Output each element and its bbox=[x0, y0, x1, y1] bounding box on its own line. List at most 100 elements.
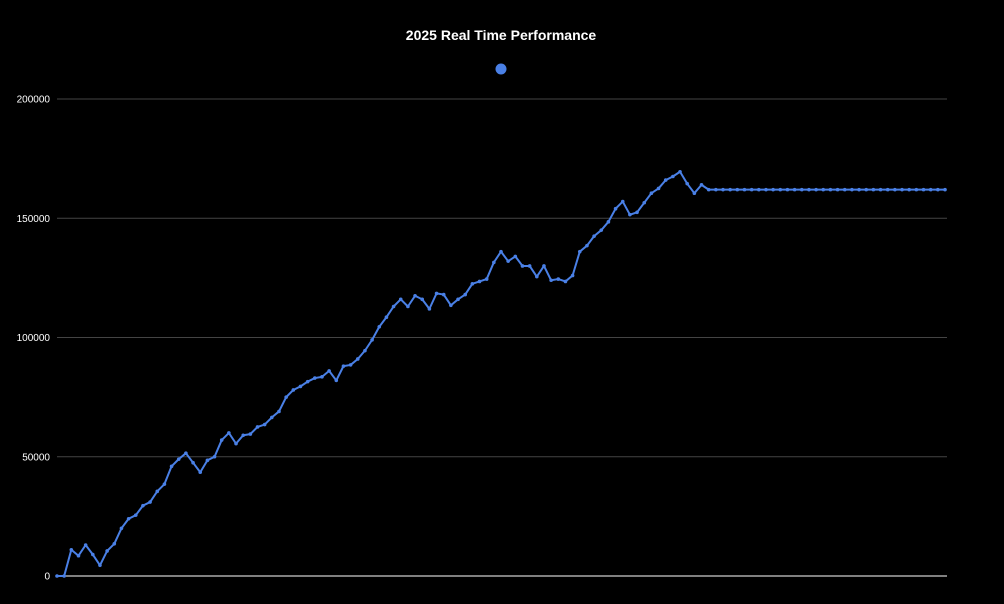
data-point[interactable] bbox=[398, 297, 403, 302]
data-point[interactable] bbox=[635, 210, 639, 215]
data-point[interactable] bbox=[320, 375, 324, 379]
data-point[interactable] bbox=[499, 249, 503, 254]
data-point[interactable] bbox=[807, 187, 811, 192]
data-point[interactable] bbox=[477, 279, 482, 284]
data-point[interactable] bbox=[241, 433, 245, 438]
data-point[interactable] bbox=[864, 187, 869, 192]
data-point[interactable] bbox=[219, 438, 224, 442]
data-point[interactable] bbox=[549, 278, 553, 283]
data-point[interactable] bbox=[842, 187, 847, 192]
data-point[interactable] bbox=[900, 187, 904, 192]
data-point[interactable] bbox=[785, 187, 790, 192]
data-point[interactable] bbox=[413, 293, 417, 298]
data-point[interactable] bbox=[105, 549, 109, 553]
data-point[interactable] bbox=[556, 277, 561, 281]
series-line[interactable] bbox=[57, 170, 945, 577]
data-point[interactable] bbox=[613, 206, 618, 211]
data-point[interactable] bbox=[563, 279, 568, 284]
data-point[interactable] bbox=[441, 292, 446, 297]
data-point[interactable] bbox=[592, 234, 596, 238]
data-point[interactable] bbox=[198, 470, 203, 475]
data-point[interactable] bbox=[671, 174, 675, 179]
data-point[interactable] bbox=[176, 457, 181, 461]
data-point[interactable] bbox=[585, 243, 589, 248]
data-point[interactable] bbox=[893, 187, 897, 192]
legend-marker[interactable] bbox=[495, 63, 507, 75]
data-point[interactable] bbox=[148, 500, 152, 504]
data-point[interactable] bbox=[907, 187, 911, 192]
data-point[interactable] bbox=[620, 199, 625, 204]
data-point[interactable] bbox=[348, 363, 353, 367]
data-point[interactable] bbox=[277, 409, 281, 414]
data-point[interactable] bbox=[577, 249, 582, 254]
data-point[interactable] bbox=[112, 542, 117, 546]
data-point[interactable] bbox=[427, 307, 432, 311]
data-point[interactable] bbox=[327, 369, 331, 373]
data-point[interactable] bbox=[642, 200, 647, 205]
data-point[interactable] bbox=[155, 489, 160, 494]
data-point[interactable] bbox=[570, 273, 575, 278]
data-point[interactable] bbox=[449, 303, 453, 308]
data-point[interactable] bbox=[370, 338, 374, 342]
data-point[interactable] bbox=[943, 187, 947, 192]
data-point[interactable] bbox=[169, 464, 174, 469]
data-point[interactable] bbox=[384, 315, 389, 320]
data-point[interactable] bbox=[391, 304, 396, 309]
data-point[interactable] bbox=[828, 187, 833, 192]
data-point[interactable] bbox=[542, 264, 546, 268]
data-point[interactable] bbox=[606, 220, 611, 224]
data-point[interactable] bbox=[484, 277, 489, 281]
data-point[interactable] bbox=[749, 187, 754, 192]
data-point[interactable] bbox=[284, 395, 288, 399]
data-point[interactable] bbox=[270, 415, 274, 420]
data-point[interactable] bbox=[262, 422, 267, 427]
data-point[interactable] bbox=[757, 187, 761, 192]
data-point[interactable] bbox=[456, 297, 460, 302]
data-point[interactable] bbox=[133, 513, 138, 517]
data-point[interactable] bbox=[792, 187, 797, 192]
data-point[interactable] bbox=[420, 297, 425, 302]
data-point[interactable] bbox=[728, 187, 732, 192]
data-point[interactable] bbox=[463, 292, 467, 297]
data-point[interactable] bbox=[649, 191, 654, 196]
data-point[interactable] bbox=[255, 425, 260, 429]
data-point[interactable] bbox=[69, 547, 74, 552]
data-point[interactable] bbox=[377, 324, 382, 329]
data-point[interactable] bbox=[341, 364, 346, 368]
data-point[interactable] bbox=[406, 304, 410, 309]
data-point[interactable] bbox=[692, 191, 697, 196]
data-point[interactable] bbox=[742, 187, 747, 192]
data-point[interactable] bbox=[334, 378, 339, 383]
data-point[interactable] bbox=[291, 388, 296, 392]
data-point[interactable] bbox=[835, 187, 840, 192]
data-point[interactable] bbox=[878, 187, 883, 192]
data-point[interactable] bbox=[520, 264, 525, 268]
data-point[interactable] bbox=[119, 526, 124, 531]
data-point[interactable] bbox=[678, 169, 682, 174]
data-point[interactable] bbox=[850, 187, 854, 192]
data-point[interactable] bbox=[76, 553, 81, 558]
data-point[interactable] bbox=[706, 187, 711, 192]
data-point[interactable] bbox=[305, 379, 310, 384]
data-point[interactable] bbox=[98, 563, 102, 568]
data-point[interactable] bbox=[871, 187, 876, 192]
data-point[interactable] bbox=[885, 187, 890, 192]
data-point[interactable] bbox=[764, 187, 768, 192]
data-point[interactable] bbox=[55, 574, 59, 578]
data-point[interactable] bbox=[535, 274, 539, 279]
data-point[interactable] bbox=[663, 178, 668, 182]
data-point[interactable] bbox=[699, 183, 704, 187]
data-point[interactable] bbox=[685, 181, 689, 186]
data-point[interactable] bbox=[470, 282, 475, 286]
data-point[interactable] bbox=[628, 212, 632, 217]
data-point[interactable] bbox=[506, 259, 510, 263]
data-point[interactable] bbox=[184, 451, 188, 455]
data-point[interactable] bbox=[928, 187, 933, 192]
data-point[interactable] bbox=[735, 187, 740, 192]
data-point[interactable] bbox=[771, 187, 775, 192]
data-point[interactable] bbox=[212, 454, 217, 459]
data-point[interactable] bbox=[62, 574, 66, 578]
data-point[interactable] bbox=[599, 228, 604, 232]
data-point[interactable] bbox=[162, 482, 167, 486]
data-point[interactable] bbox=[91, 552, 95, 557]
